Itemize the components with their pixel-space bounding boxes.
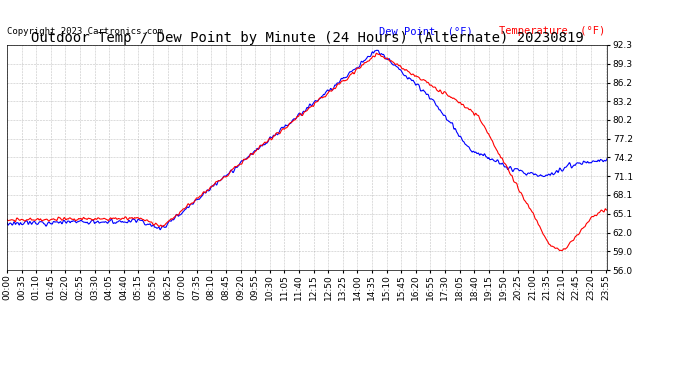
Text: Copyright 2023 Cartronics.com: Copyright 2023 Cartronics.com xyxy=(7,27,163,36)
Text: Temperature  (°F): Temperature (°F) xyxy=(499,26,605,36)
Title: Outdoor Temp / Dew Point by Minute (24 Hours) (Alternate) 20230819: Outdoor Temp / Dew Point by Minute (24 H… xyxy=(30,31,584,45)
Text: Dew Point  (°F): Dew Point (°F) xyxy=(379,26,473,36)
